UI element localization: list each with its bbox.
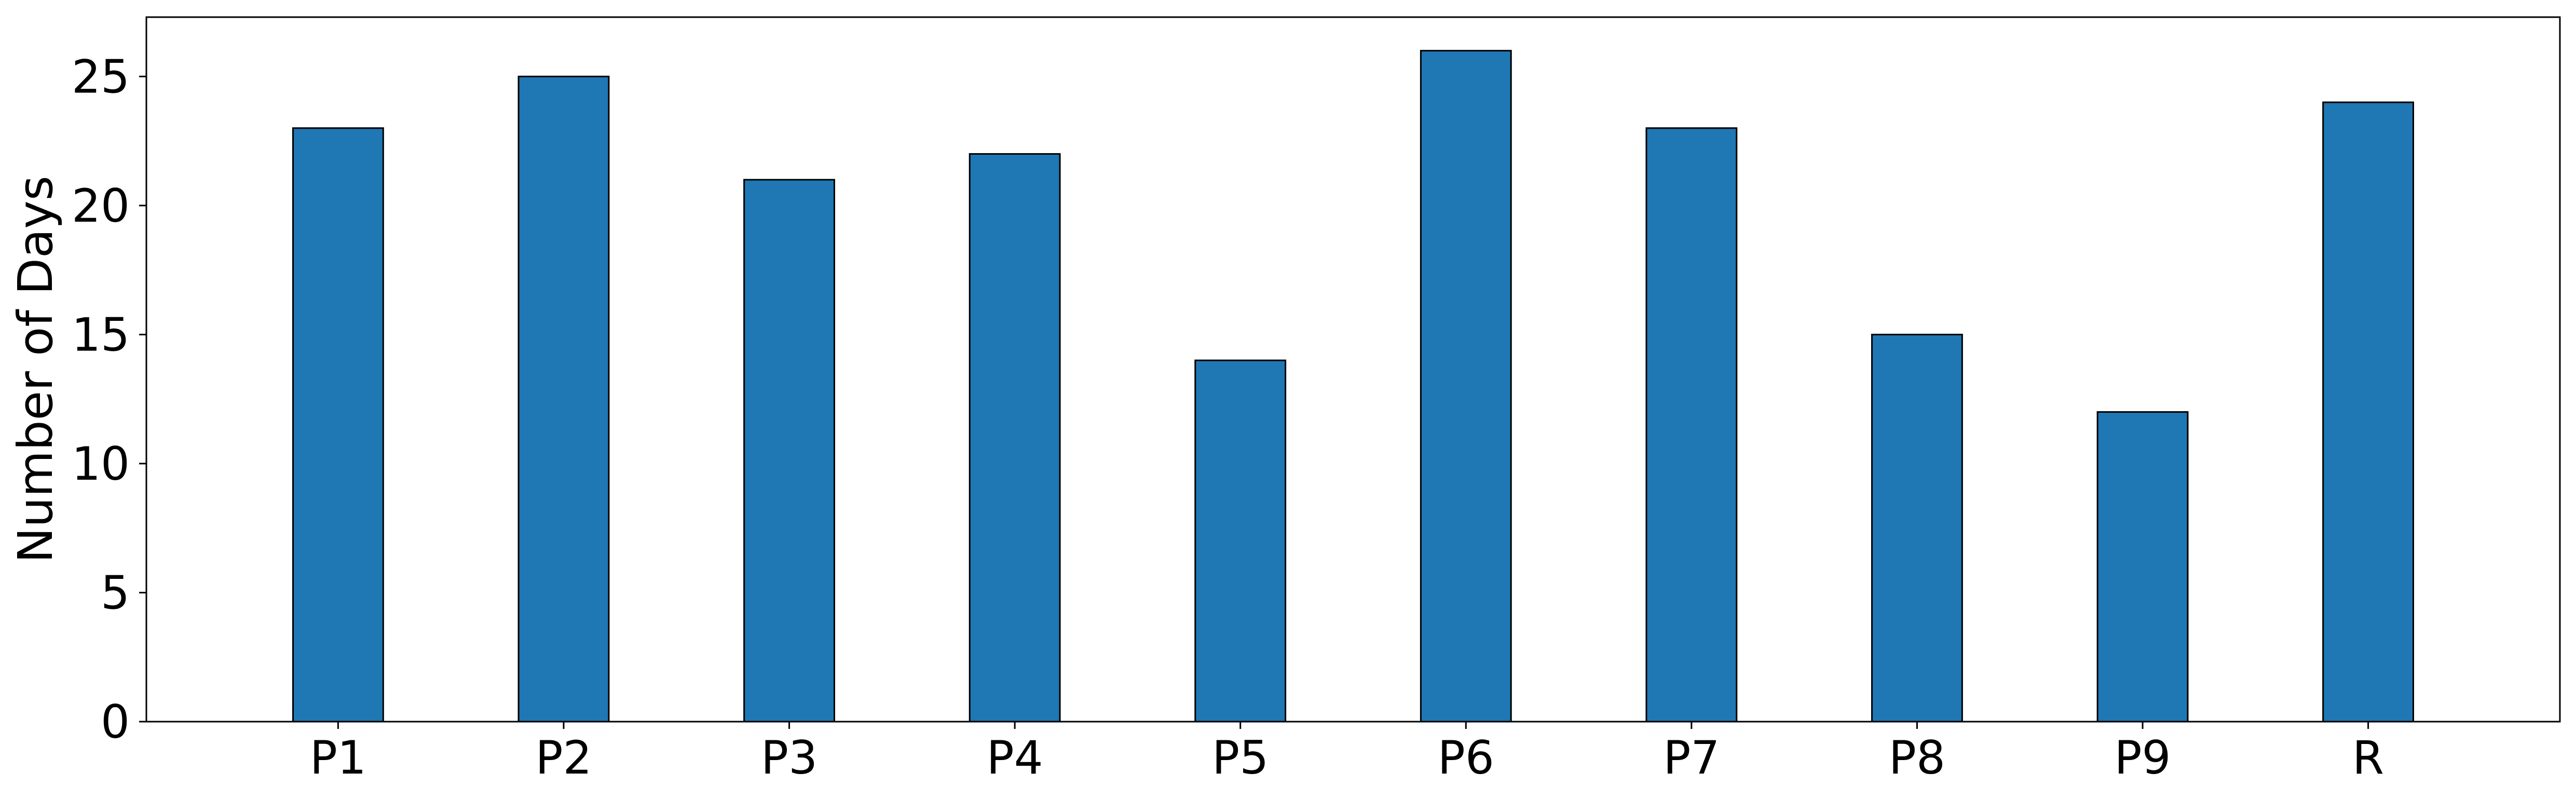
y-axis-title: Number of Days <box>8 175 63 563</box>
bar-p5 <box>1194 359 1287 723</box>
y-tick-label: 0 <box>101 695 130 749</box>
y-tick-label: 10 <box>72 437 130 491</box>
bar-p6 <box>1420 50 1512 723</box>
bar-p4 <box>969 153 1061 723</box>
x-tick-label: P7 <box>1663 731 1720 784</box>
x-tick-label: P8 <box>1889 731 1945 784</box>
y-tick-label: 15 <box>72 308 130 361</box>
bar-p3 <box>743 179 835 723</box>
x-tick-label: P4 <box>987 731 1043 784</box>
x-tick-label: P9 <box>2114 731 2171 784</box>
bar-p7 <box>1645 127 1738 723</box>
x-tick-label: R <box>2352 731 2384 784</box>
x-tick-label: P1 <box>310 731 366 784</box>
y-tick-label: 20 <box>72 179 130 233</box>
x-tick-label: P6 <box>1438 731 1494 784</box>
bar-p9 <box>2096 411 2189 723</box>
bar-p1 <box>292 127 384 723</box>
y-tick-label: 25 <box>72 50 130 103</box>
plot-frame <box>145 16 2561 723</box>
ticks-layer: P1 P2 P3 P4 P5 P6 P7 P8 P9 R 0 5 10 15 20 25 <box>72 50 2384 784</box>
bars-layer <box>292 50 2415 723</box>
x-tick-label: P3 <box>761 731 817 784</box>
x-tick-label: P5 <box>1212 731 1269 784</box>
y-tick-label: 5 <box>101 566 130 619</box>
bar-p8 <box>1871 333 1963 723</box>
x-tick-label: P2 <box>535 731 592 784</box>
bar-p2 <box>517 75 610 723</box>
bar-r <box>2322 101 2415 723</box>
